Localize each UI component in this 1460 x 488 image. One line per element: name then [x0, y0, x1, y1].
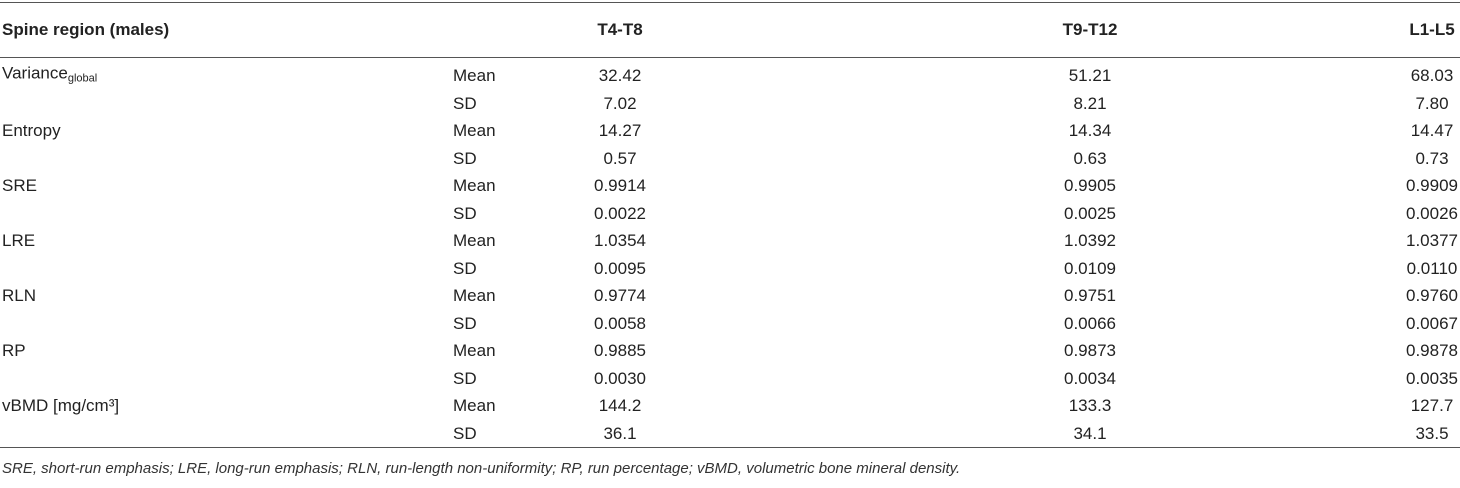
column-header: T4-T8 — [597, 20, 643, 39]
value-cell: 0.0034 — [1064, 368, 1116, 388]
row-label: vBMD [mg/cm³] — [2, 396, 119, 416]
stat-label: SD — [453, 148, 477, 168]
stat-label: Mean — [453, 396, 496, 415]
row-label-text: RP — [2, 341, 26, 360]
value-cell: 68.03 — [1410, 66, 1454, 85]
value-cell: 7.80 — [1415, 93, 1449, 113]
stat-label: Mean — [453, 286, 496, 305]
value-cell: 0.73 — [1415, 148, 1449, 168]
row-label-text: vBMD [mg/cm³] — [2, 396, 120, 415]
value-cell: 34.1 — [1073, 423, 1107, 443]
rule — [0, 2, 1460, 3]
value-cell: 0.9885 — [594, 341, 646, 360]
row-label: RLN — [2, 286, 36, 306]
row-label-text: SRE — [2, 176, 37, 195]
value-cell: 32.42 — [598, 66, 642, 85]
value-cell: 0.0109 — [1064, 258, 1116, 278]
stat-label: SD — [453, 423, 477, 443]
stat-label: Mean — [453, 66, 496, 85]
stat-label: SD — [453, 313, 477, 333]
header-label: Spine region (males) — [2, 20, 170, 39]
value-cell: 0.0067 — [1406, 313, 1458, 333]
row-label-text: RLN — [2, 286, 37, 305]
value-cell: 33.5 — [1415, 423, 1449, 443]
value-cell: 0.0066 — [1064, 313, 1116, 333]
column-header: L1-L5 — [1409, 20, 1455, 39]
stat-label: SD — [453, 368, 477, 388]
value-cell: 0.9905 — [1064, 176, 1116, 195]
value-cell: 144.2 — [598, 396, 642, 415]
value-cell: 0.0030 — [594, 368, 646, 388]
row-label-text: Entropy — [2, 121, 61, 140]
rule — [0, 447, 1460, 448]
stat-label: SD — [453, 203, 477, 223]
value-cell: 51.21 — [1068, 66, 1112, 85]
value-cell: 0.63 — [1073, 148, 1107, 168]
value-cell: 8.21 — [1073, 93, 1107, 113]
row-label-text: LRE — [2, 231, 36, 250]
value-cell: 14.27 — [598, 121, 642, 140]
value-cell: 0.9774 — [594, 286, 646, 305]
value-cell: 0.0035 — [1406, 368, 1458, 388]
value-cell: 0.9873 — [1064, 341, 1116, 360]
stat-label: Mean — [453, 231, 496, 250]
value-cell: 0.9909 — [1406, 176, 1458, 195]
value-cell: 0.0110 — [1406, 258, 1458, 278]
value-cell: 133.3 — [1068, 396, 1112, 415]
value-cell: 0.9760 — [1406, 286, 1458, 305]
value-cell: 0.0025 — [1064, 203, 1116, 223]
stat-label: Mean — [453, 341, 496, 360]
row-label-text: Variance — [2, 63, 68, 83]
stat-label: Mean — [453, 121, 496, 140]
value-cell: 1.0392 — [1064, 231, 1116, 250]
row-label-subscript: global — [67, 72, 98, 85]
row-label: Varianceglobal — [2, 64, 97, 89]
value-cell: 36.1 — [603, 423, 637, 443]
value-cell: 0.0058 — [594, 313, 646, 333]
row-label: Entropy — [2, 121, 61, 141]
value-cell: 0.0022 — [594, 203, 646, 223]
rule — [0, 57, 1460, 58]
value-cell: 14.34 — [1068, 121, 1112, 140]
value-cell: 0.0026 — [1406, 203, 1458, 223]
stat-label: SD — [453, 93, 477, 113]
value-cell: 0.0095 — [594, 258, 646, 278]
footnote: SRE, short-run emphasis; LRE, long-run e… — [2, 460, 961, 477]
value-cell: 1.0354 — [594, 231, 646, 250]
value-cell: 1.0377 — [1406, 231, 1458, 250]
value-cell: 14.47 — [1410, 121, 1454, 140]
value-cell: 7.02 — [603, 93, 637, 113]
value-cell: 0.9878 — [1406, 341, 1458, 360]
value-cell: 0.9914 — [594, 176, 646, 195]
stat-label: Mean — [453, 176, 496, 195]
value-cell: 0.9751 — [1064, 286, 1116, 305]
stat-label: SD — [453, 258, 477, 278]
value-cell: 127.7 — [1410, 396, 1454, 415]
row-label: SRE — [2, 176, 37, 196]
column-header: T9-T12 — [1062, 20, 1118, 39]
row-label: LRE — [2, 231, 35, 251]
row-label: RP — [2, 341, 26, 361]
value-cell: 0.57 — [603, 148, 637, 168]
